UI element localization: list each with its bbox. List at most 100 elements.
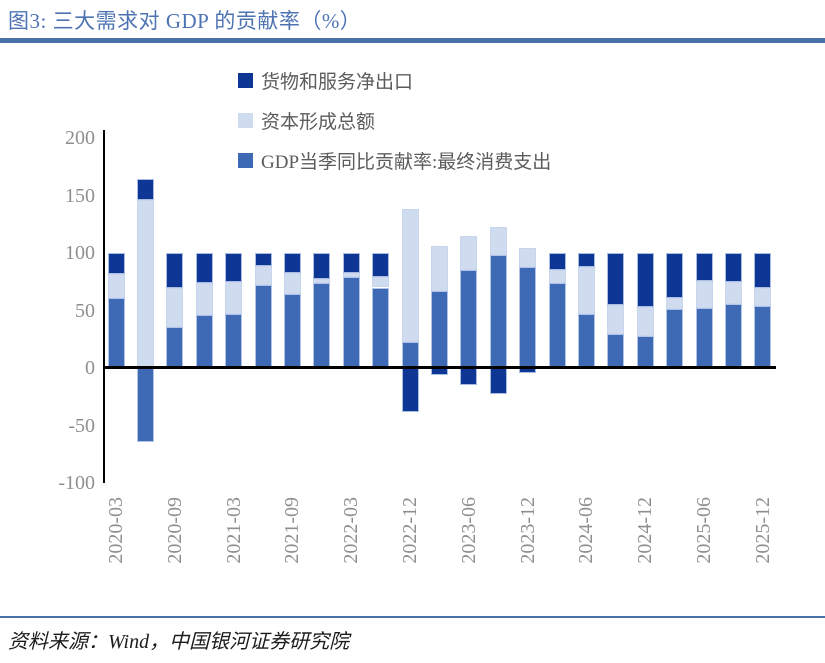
bar-segment [725, 281, 742, 304]
y-axis-tick-label: -100 [58, 472, 95, 494]
x-axis-tick-label: 2021-09 [281, 497, 303, 564]
x-axis-tick-label: 2020-09 [164, 497, 186, 564]
bar-segment [196, 253, 213, 283]
bar-segment [519, 266, 536, 368]
legend-label: 货物和服务净出口 [261, 72, 414, 93]
bar-segment [696, 280, 713, 309]
y-axis-tick-label: -50 [68, 414, 95, 437]
chart-title: 图3: 三大需求对 GDP 的贡献率（%） [8, 9, 362, 33]
bar-segment [166, 253, 183, 288]
bar-segment [549, 270, 566, 283]
legend-item: GDP当季同比贡献率:最终消费支出 [238, 150, 552, 173]
y-axis-tick-label: 200 [65, 127, 95, 149]
x-axis-tick-label: 2025-12 [752, 497, 774, 564]
bar-segment [549, 253, 566, 271]
y-axis-tick-label: 0 [85, 357, 95, 379]
x-axis-tick-label: 2024-12 [634, 497, 656, 564]
bar-segment [490, 226, 507, 256]
title-underline-rule [0, 38, 825, 43]
x-axis-tick-label: 2023-12 [517, 497, 539, 564]
bar-segment [108, 297, 125, 368]
bar-segment [313, 282, 330, 368]
bar-segment [490, 368, 507, 395]
bar-segment [255, 285, 272, 368]
x-axis-tick-label: 2023-06 [458, 497, 480, 564]
bar-segment [607, 304, 624, 334]
bar-segment [754, 253, 771, 288]
legend-label: 资本形成总额 [261, 112, 376, 133]
bar-segment [460, 368, 477, 386]
bar-segment [284, 294, 301, 368]
bar-segment [137, 368, 154, 442]
bar-segment [343, 277, 360, 368]
legend-swatch-icon [238, 73, 253, 88]
bar-segment [696, 253, 713, 281]
legend-swatch-icon [238, 153, 253, 168]
bar-segment [225, 253, 242, 282]
bar-segment [166, 326, 183, 368]
x-axis-tick-label: 2025-06 [693, 497, 715, 564]
zero-baseline [103, 366, 776, 369]
bar-segment [137, 200, 154, 368]
bar-segment [725, 253, 742, 282]
bar-segment [313, 253, 330, 280]
bar-segment [666, 253, 683, 298]
x-axis-tick-label: 2021-03 [223, 497, 245, 564]
bar-segment [343, 253, 360, 273]
bar-segment [431, 368, 448, 375]
bar-segment [637, 253, 654, 308]
bar-segment [607, 253, 624, 305]
y-axis-tick-label: 100 [65, 242, 95, 264]
bar-segment [578, 253, 595, 267]
x-axis-tick-label: 2022-03 [340, 497, 362, 564]
x-axis-tick-label: 2024-06 [575, 497, 597, 564]
legend-item: 资本形成总额 [238, 110, 551, 133]
bar-segment [460, 235, 477, 271]
bar-segment [578, 266, 595, 314]
bar-segment [696, 308, 713, 368]
bar-segment [725, 303, 742, 368]
bar-segment [431, 290, 448, 368]
bar-segment [402, 209, 419, 342]
bar-segment [313, 279, 330, 283]
bar-segment [519, 248, 536, 267]
bar-segment [108, 273, 125, 298]
legend: 货物和服务净出口 资本形成总额 GDP当季同比贡献率:最终消费支出 [238, 70, 551, 190]
y-axis-tick-label: 150 [65, 184, 95, 207]
y-axis-tick-label: 50 [75, 299, 95, 322]
bar-segment [460, 270, 477, 368]
legend-item: 货物和服务净出口 [238, 70, 551, 93]
bar-segment [225, 281, 242, 314]
bar-segment [343, 272, 360, 278]
bar-segment [490, 255, 507, 368]
bar-segment [549, 282, 566, 368]
x-axis-tick-label: 2020-03 [105, 497, 127, 564]
legend-label: GDP当季同比贡献率:最终消费支出 [261, 152, 552, 173]
bar-segment [372, 277, 389, 288]
bar-segment [607, 333, 624, 368]
bar-segment [196, 282, 213, 316]
bar-segment [754, 305, 771, 368]
bar-segment [255, 265, 272, 286]
bar-segment [137, 179, 154, 201]
bar-segment [196, 315, 213, 368]
bar-segment [284, 253, 301, 273]
bar-segment [402, 368, 419, 412]
bar-segment [402, 341, 419, 368]
bar-segment [255, 253, 272, 266]
bar-segment [578, 313, 595, 368]
bar-segment [431, 246, 448, 291]
bar-segment [284, 272, 301, 295]
bar-segment [666, 309, 683, 368]
bar-segment [754, 287, 771, 306]
bar-segment [166, 287, 183, 327]
x-axis-tick-label: 2022-12 [399, 497, 421, 564]
bar-segment [372, 287, 389, 368]
bar-segment [666, 297, 683, 310]
bar-segment [637, 307, 654, 336]
bar-segment [372, 253, 389, 278]
footer-rule [0, 616, 825, 618]
bar-segment [108, 253, 125, 274]
legend-swatch-icon [238, 113, 253, 128]
